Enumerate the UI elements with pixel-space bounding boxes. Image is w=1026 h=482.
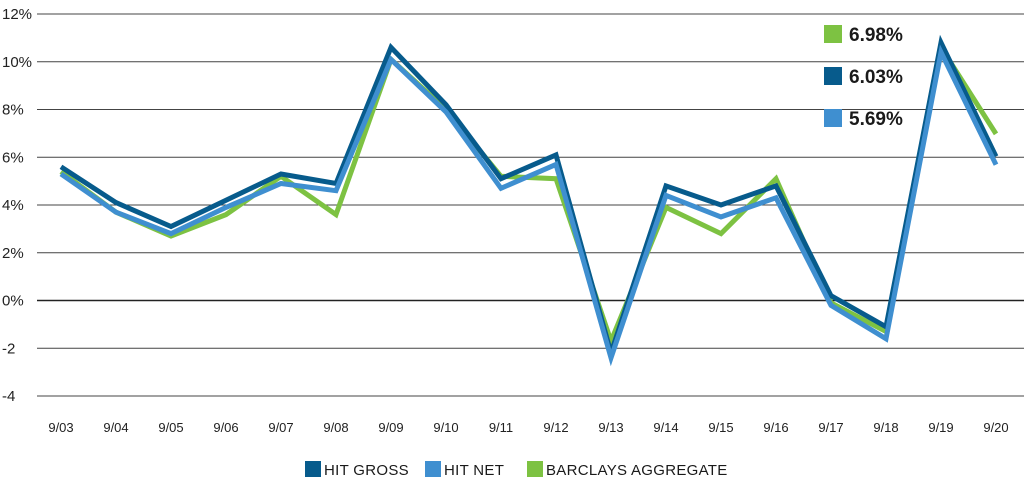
- x-tick-label: 9/17: [818, 420, 843, 435]
- callout-value: 6.03%: [849, 67, 903, 88]
- y-tick-label: 2%: [2, 245, 24, 262]
- legend-label: HIT NET: [444, 462, 504, 479]
- y-tick-label: 12%: [2, 6, 32, 23]
- x-tick-label: 9/14: [653, 420, 678, 435]
- x-tick-label: 9/09: [378, 420, 403, 435]
- series-line-hit-net: [59, 44, 999, 367]
- gridlines: [37, 13, 1024, 397]
- callout-swatch: [824, 25, 842, 43]
- y-tick-label: 10%: [2, 54, 32, 71]
- legend: HIT GROSS HIT NET BARCLAYS AGGREGATE: [305, 461, 728, 479]
- series-line-hit-gross: [59, 34, 999, 362]
- x-axis-ticks: 9/03 9/04 9/05 9/06 9/07 9/08 9/09 9/10 9/11 9/12…: [48, 420, 1008, 435]
- legend-label: HIT GROSS: [324, 462, 409, 479]
- y-tick-label: 6%: [2, 149, 24, 166]
- y-tick-label: 8%: [2, 102, 24, 119]
- legend-swatch: [527, 461, 543, 477]
- callout-value: 6.98%: [849, 25, 903, 46]
- y-tick-label: 4%: [2, 197, 24, 214]
- x-tick-label: 9/08: [323, 420, 348, 435]
- x-tick-label: 9/12: [543, 420, 568, 435]
- x-tick-label: 9/11: [489, 420, 513, 435]
- y-tick-label: 0%: [2, 293, 24, 310]
- callout-value: 5.69%: [849, 109, 903, 130]
- y-tick-label: -2: [2, 340, 15, 357]
- x-tick-label: 9/06: [213, 420, 238, 435]
- x-tick-label: 9/03: [48, 420, 73, 435]
- x-tick-label: 9/07: [268, 420, 293, 435]
- x-tick-label: 9/18: [873, 420, 898, 435]
- callout-swatch: [824, 67, 842, 85]
- legend-swatch: [425, 461, 441, 477]
- x-tick-label: 9/20: [983, 420, 1008, 435]
- callout-swatch: [824, 109, 842, 127]
- x-tick-label: 9/05: [158, 420, 183, 435]
- series-line-barclays-aggregate: [59, 40, 999, 349]
- x-tick-label: 9/10: [433, 420, 458, 435]
- x-tick-label: 9/15: [708, 420, 733, 435]
- series-lines: [59, 34, 999, 367]
- x-tick-label: 9/13: [598, 420, 623, 435]
- legend-swatch: [305, 461, 321, 477]
- y-axis-ticks: 12% 10% 8% 6% 4% 2% 0% -2 -4: [2, 6, 32, 405]
- y-tick-label: -4: [2, 388, 15, 405]
- x-tick-label: 9/16: [763, 420, 788, 435]
- legend-label: BARCLAYS AGGREGATE: [546, 462, 728, 479]
- value-callouts: 6.98% 6.03% 5.69%: [824, 25, 903, 130]
- x-tick-label: 9/04: [103, 420, 128, 435]
- x-tick-label: 9/19: [928, 420, 953, 435]
